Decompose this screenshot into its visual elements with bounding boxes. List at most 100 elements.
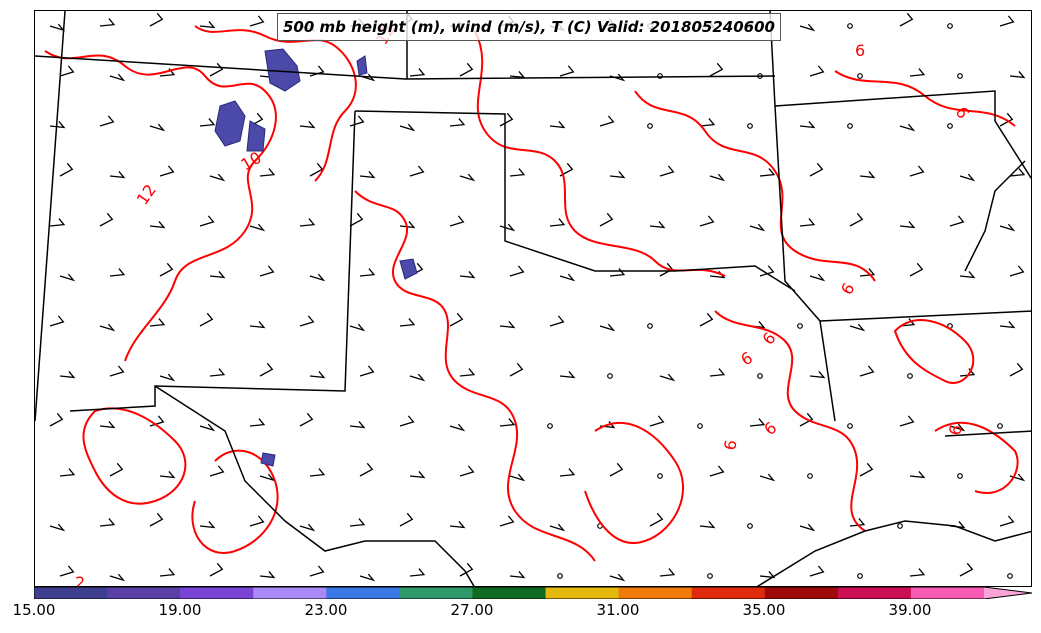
wind-barb (959, 562, 974, 577)
colorbar-segment (399, 587, 473, 599)
calm-wind-marker (907, 373, 913, 379)
wind-barb (509, 570, 526, 579)
wind-barb (149, 123, 166, 132)
wind-barb (149, 12, 164, 27)
colorbar-segment (34, 587, 108, 599)
wind-barb (849, 323, 866, 332)
colorbar-segment (472, 587, 547, 599)
wind-barb (309, 468, 326, 477)
calm-wind-marker (857, 573, 863, 579)
calm-wind-marker (947, 123, 953, 129)
wind-barb (149, 512, 164, 527)
wind-barb (59, 565, 75, 577)
map-title: 500 mb height (m), wind (m/s), T (C) Val… (277, 13, 781, 41)
calm-wind-marker (547, 423, 553, 429)
colorbar-tick-label: 23.00 (304, 601, 348, 619)
wind-barb (249, 418, 266, 427)
wind-barb (859, 268, 876, 277)
wind-barb (109, 573, 126, 582)
wind-barb (409, 568, 426, 577)
wind-barb (459, 173, 476, 182)
wind-barb (509, 70, 526, 79)
wind-barb (199, 423, 216, 432)
wind-barb (259, 570, 276, 579)
colorbar-segment (837, 587, 912, 599)
wind-barb (159, 165, 175, 177)
colorbar-tick-label: 27.00 (450, 601, 494, 619)
wind-barb (649, 415, 665, 427)
wind-barb (809, 162, 824, 177)
wind-barb (599, 212, 614, 227)
wind-barb (409, 470, 426, 479)
calm-wind-marker (557, 573, 563, 579)
wind-barb (899, 123, 916, 132)
wind-barb (699, 215, 715, 227)
calm-wind-marker (657, 73, 663, 79)
shaded-patch (246, 120, 266, 152)
shaded-patch (214, 100, 246, 147)
wind-barb (709, 173, 726, 182)
calm-wind-marker (747, 523, 753, 529)
colorbar-outline (34, 587, 1033, 599)
wind-barb (109, 365, 125, 377)
state-line (819, 310, 1031, 322)
wind-barb (49, 412, 64, 427)
wind-barb (749, 223, 766, 232)
wind-barb (659, 568, 676, 577)
state-line (756, 520, 1031, 586)
wind-barb (899, 12, 914, 27)
wind-barb (909, 68, 926, 77)
wind-barb (99, 212, 114, 227)
wind-barb (1009, 362, 1024, 377)
wind-barb (259, 265, 275, 277)
wind-barb (549, 120, 566, 129)
calm-wind-marker (707, 573, 713, 579)
wind-barb (349, 212, 364, 227)
wind-barb (409, 165, 425, 177)
wind-barb (249, 15, 265, 27)
wind-barb (399, 415, 415, 427)
wind-barb (709, 465, 725, 477)
wind-barb (509, 362, 524, 377)
wind-barb (799, 23, 816, 32)
calm-wind-marker (697, 423, 703, 429)
wind-barb (559, 65, 575, 77)
wind-barb (109, 268, 126, 277)
wind-barb (359, 573, 376, 582)
wind-barb (149, 318, 166, 327)
wind-barb (699, 520, 716, 529)
wind-barb (459, 465, 475, 477)
calm-wind-marker (997, 423, 1003, 429)
wind-barb (859, 170, 876, 179)
calm-wind-marker (857, 73, 863, 79)
wind-barb (599, 115, 615, 127)
wind-barb (659, 165, 675, 177)
wind-barb (259, 168, 276, 177)
wind-barb (659, 373, 676, 382)
temperature-contours (44, 25, 1019, 562)
wind-barb (109, 462, 124, 477)
wind-barb (999, 112, 1014, 127)
wind-barb (809, 370, 826, 379)
wind-barbs (49, 12, 1026, 582)
wind-barb (509, 265, 525, 277)
wind-barb (759, 265, 775, 277)
wind-barb (159, 470, 176, 479)
wind-barb (249, 320, 266, 329)
shaded-patch (356, 55, 368, 76)
wind-barb (609, 462, 624, 477)
shaded-patch (399, 258, 418, 280)
contour-line (714, 310, 866, 532)
wind-barb (999, 15, 1015, 27)
contour-label: 6 (738, 348, 756, 370)
contour-line (474, 30, 726, 277)
contour-line (634, 90, 876, 282)
wind-barb (209, 173, 226, 182)
wind-barb (349, 420, 366, 429)
wind-barb (199, 118, 216, 127)
wind-barb (109, 73, 126, 82)
wind-barb (449, 118, 466, 127)
wind-barb (359, 170, 376, 179)
wind-barb (209, 465, 225, 477)
wind-barb (759, 473, 776, 482)
